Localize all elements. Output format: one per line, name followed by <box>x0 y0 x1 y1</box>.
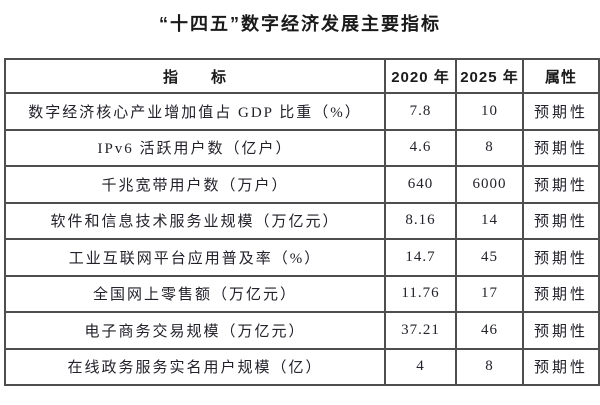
value-2020-cell: 37.21 <box>384 311 457 350</box>
value-2020-cell: 14.7 <box>384 238 457 277</box>
attribute-cell: 预期性 <box>522 201 600 240</box>
attribute-cell: 预期性 <box>522 238 600 277</box>
value-2020-cell: 640 <box>384 165 457 204</box>
table-row: 电子商务交易规模（万亿元） 37.21 46 预期性 <box>4 311 600 350</box>
indicator-cell: 在线政务服务实名用户规模（亿） <box>4 347 386 386</box>
attribute-cell: 预期性 <box>522 311 600 350</box>
value-2025-cell: 45 <box>455 238 524 277</box>
value-2025-cell: 46 <box>455 311 524 350</box>
indicator-cell: 电子商务交易规模（万亿元） <box>4 311 386 350</box>
value-2020-cell: 11.76 <box>384 274 457 313</box>
indicator-cell: IPv6 活跃用户数（亿户） <box>4 128 386 167</box>
table-row: 千兆宽带用户数（万户） 640 6000 预期性 <box>4 165 600 204</box>
indicator-cell: 数字经济核心产业增加值占 GDP 比重（%） <box>4 92 386 131</box>
attribute-cell: 预期性 <box>522 92 600 131</box>
header-2025: 2025 年 <box>455 58 524 94</box>
table-row: IPv6 活跃用户数（亿户） 4.6 8 预期性 <box>4 128 600 167</box>
header-2020: 2020 年 <box>384 58 457 94</box>
indicator-cell: 软件和信息技术服务业规模（万亿元） <box>4 201 386 240</box>
value-2025-cell: 14 <box>455 201 524 240</box>
value-2025-cell: 8 <box>455 128 524 167</box>
table-row: 数字经济核心产业增加值占 GDP 比重（%） 7.8 10 预期性 <box>4 92 600 131</box>
table-row: 全国网上零售额（万亿元） 11.76 17 预期性 <box>4 274 600 313</box>
table-row: 在线政务服务实名用户规模（亿） 4 8 预期性 <box>4 347 600 386</box>
value-2025-cell: 6000 <box>455 165 524 204</box>
header-indicator: 指 标 <box>4 58 386 94</box>
attribute-cell: 预期性 <box>522 274 600 313</box>
value-2020-cell: 4 <box>384 347 457 386</box>
header-attribute: 属性 <box>522 58 600 94</box>
value-2020-cell: 8.16 <box>384 201 457 240</box>
attribute-cell: 预期性 <box>522 165 600 204</box>
indicator-cell: 全国网上零售额（万亿元） <box>4 274 386 313</box>
table-header-row: 指 标 2020 年 2025 年 属性 <box>4 58 600 94</box>
page-title: “十四五”数字经济发展主要指标 <box>159 14 441 34</box>
value-2020-cell: 7.8 <box>384 92 457 131</box>
table-row: 工业互联网平台应用普及率（%） 14.7 45 预期性 <box>4 238 600 277</box>
indicator-cell: 工业互联网平台应用普及率（%） <box>4 238 386 277</box>
value-2020-cell: 4.6 <box>384 128 457 167</box>
value-2025-cell: 17 <box>455 274 524 313</box>
indicator-cell: 千兆宽带用户数（万户） <box>4 165 386 204</box>
table-row: 软件和信息技术服务业规模（万亿元） 8.16 14 预期性 <box>4 201 600 240</box>
value-2025-cell: 8 <box>455 347 524 386</box>
attribute-cell: 预期性 <box>522 128 600 167</box>
attribute-cell: 预期性 <box>522 347 600 386</box>
indicators-table: 指 标 2020 年 2025 年 属性 数字经济核心产业增加值占 GDP 比重… <box>4 58 600 386</box>
value-2025-cell: 10 <box>455 92 524 131</box>
